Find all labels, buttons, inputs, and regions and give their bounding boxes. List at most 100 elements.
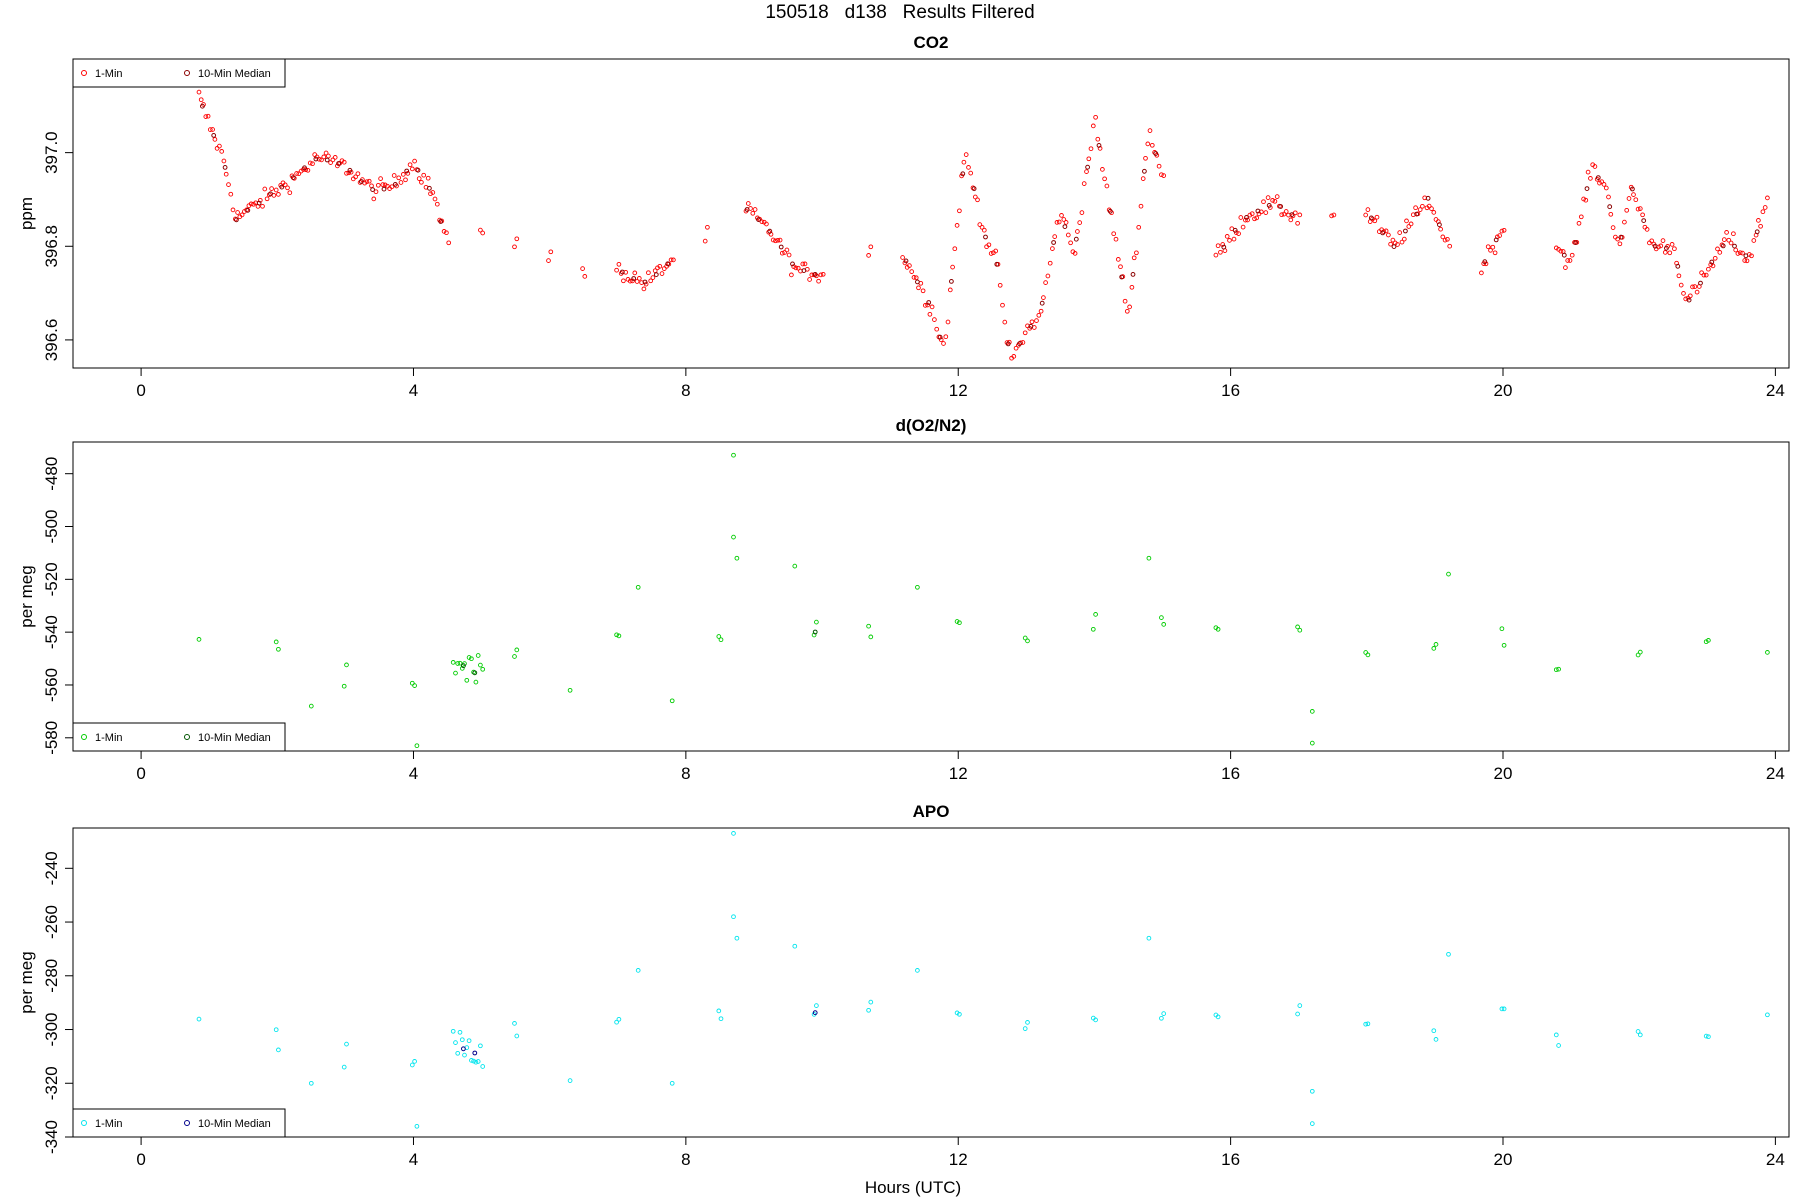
data-point: [1274, 194, 1280, 199]
median-point: [279, 184, 285, 190]
data-point: [434, 201, 440, 207]
data-point: [1104, 183, 1110, 189]
legend-label: 10-Min Median: [198, 68, 271, 80]
data-point: [1388, 241, 1393, 247]
data-point: [1724, 230, 1729, 235]
data-point: [450, 660, 456, 665]
data-point: [1706, 638, 1711, 643]
data-point: [750, 210, 756, 216]
data-point: [207, 127, 213, 132]
data-point: [1706, 266, 1711, 272]
outlier-point: [1146, 555, 1152, 561]
data-point: [1442, 237, 1448, 243]
data-point: [1731, 231, 1736, 237]
data-point: [1742, 258, 1748, 263]
legend: 1-Min 10-Min Median: [72, 58, 286, 88]
data-point: [380, 182, 386, 187]
data-point: [1606, 194, 1611, 200]
data-point: [716, 1008, 722, 1014]
median-point: [1630, 186, 1635, 192]
median-point: [200, 103, 205, 109]
data-point: [425, 175, 431, 181]
data-point: [934, 326, 940, 332]
median-point: [324, 157, 330, 163]
data-point: [391, 173, 397, 178]
median-point: [211, 133, 217, 138]
data-point: [1703, 272, 1709, 278]
series-1min: [196, 89, 1770, 361]
data-point: [282, 182, 288, 188]
data-point: [1088, 146, 1094, 152]
median-point: [1391, 244, 1397, 250]
data-point: [941, 341, 946, 346]
median-point: [744, 207, 750, 212]
data-point: [1383, 228, 1389, 234]
data-point: [409, 1062, 415, 1068]
x-tick-label: 24: [1766, 381, 1785, 400]
data-point: [795, 265, 801, 271]
data-point: [718, 637, 724, 643]
data-point: [1447, 243, 1453, 249]
data-point: [369, 183, 374, 189]
median-point: [358, 179, 364, 184]
data-point: [1660, 238, 1666, 243]
data-point: [954, 223, 960, 228]
data-point: [196, 89, 202, 95]
median-point: [1425, 195, 1431, 201]
data-point: [1093, 612, 1098, 617]
data-point: [866, 623, 871, 629]
median-point: [1664, 245, 1669, 251]
data-point: [455, 1050, 461, 1056]
legend-label: 10-Min Median: [198, 732, 271, 744]
data-point: [1090, 626, 1096, 632]
data-point: [1588, 176, 1593, 181]
data-point: [1145, 141, 1151, 147]
data-point: [1036, 312, 1042, 318]
data-point: [416, 176, 422, 181]
median-point: [370, 187, 376, 193]
data-point: [1290, 213, 1296, 219]
data-point: [1236, 231, 1241, 236]
median-point: [461, 1046, 466, 1052]
data-point: [330, 157, 336, 163]
data-point: [459, 666, 465, 671]
data-point: [403, 177, 408, 183]
data-point: [478, 227, 483, 233]
data-point: [975, 197, 980, 203]
figure-title: 150518 d138 Results Filtered: [765, 2, 1034, 23]
data-point: [335, 163, 340, 169]
data-point: [1756, 218, 1761, 223]
data-point: [1687, 293, 1693, 299]
series-10min-median: [461, 629, 818, 676]
data-point: [1215, 1014, 1221, 1020]
data-point: [929, 304, 935, 310]
data-point: [230, 207, 236, 213]
data-point: [1758, 223, 1763, 229]
data-point: [1703, 1033, 1709, 1039]
x-tick-label: 4: [409, 381, 418, 400]
data-point: [1610, 225, 1616, 230]
data-point: [430, 190, 436, 195]
x-tick-label: 0: [136, 1150, 145, 1169]
data-point: [868, 999, 874, 1005]
data-point: [1077, 220, 1083, 225]
data-point: [1215, 626, 1221, 632]
data-point: [1640, 212, 1645, 218]
data-point: [907, 263, 912, 268]
median-point: [234, 217, 239, 223]
data-point: [478, 1043, 483, 1049]
data-point: [1252, 216, 1257, 222]
data-point: [1637, 649, 1643, 655]
data-point: [332, 155, 338, 160]
data-point: [1147, 128, 1153, 133]
data-point: [1672, 246, 1677, 252]
median-point: [1482, 259, 1488, 265]
data-point: [1438, 226, 1443, 232]
median-point: [1119, 274, 1125, 280]
legend-label: 1-Min: [95, 68, 123, 80]
data-point: [514, 1033, 520, 1039]
series-1min: [196, 831, 1770, 1129]
legend: 1-Min 10-Min Median: [72, 722, 286, 752]
outlier-point: [915, 968, 920, 973]
